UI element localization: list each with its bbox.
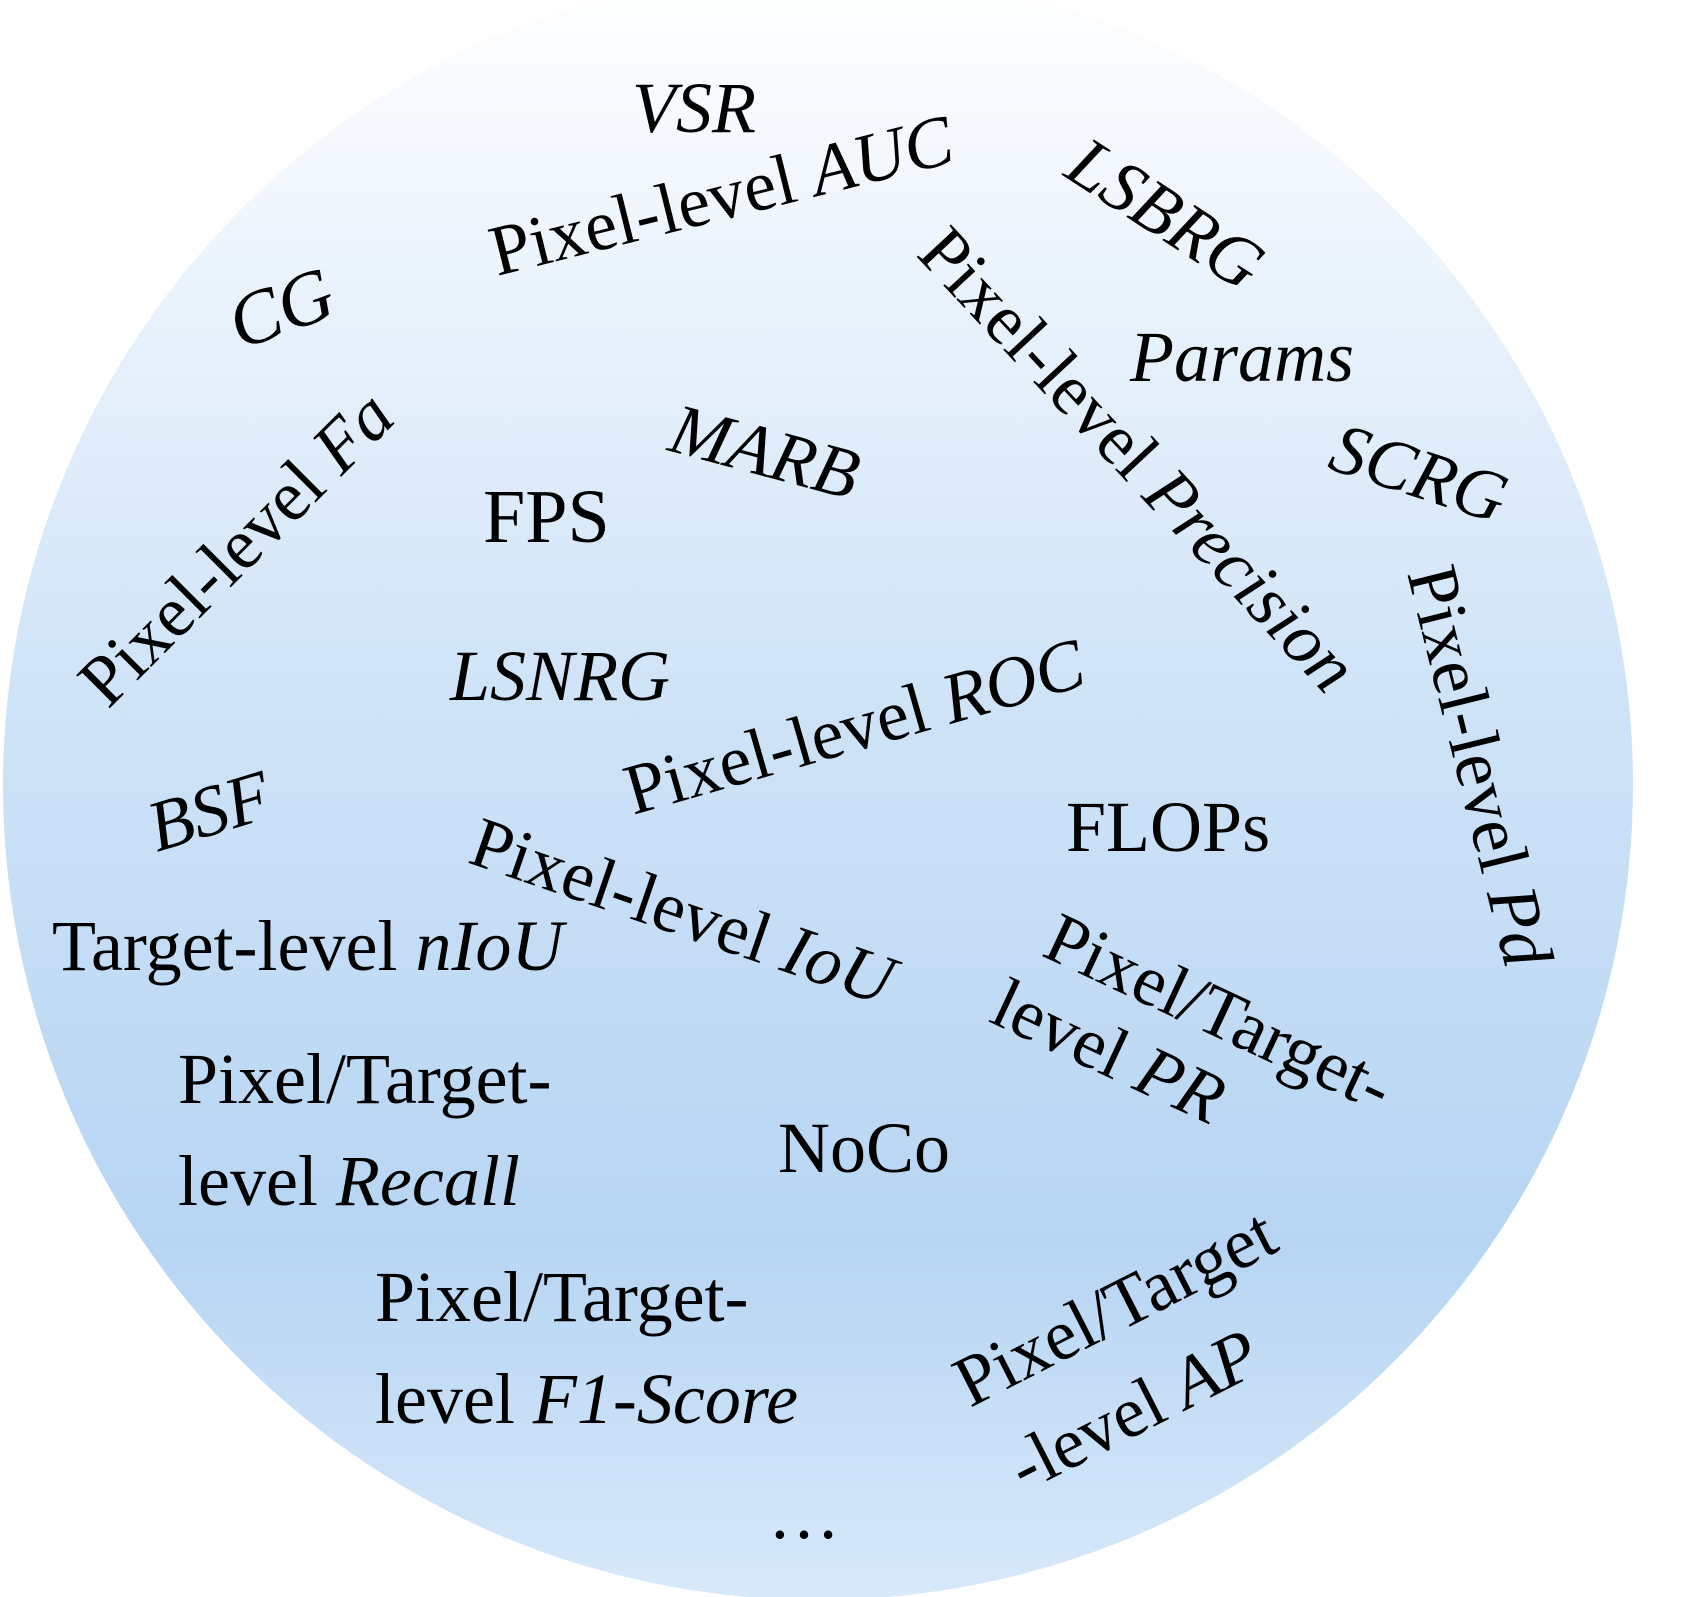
term-params: Params	[1129, 317, 1354, 397]
term-metric: nIoU	[415, 906, 567, 986]
term-f1-line-1: Pixel/Target-	[375, 1257, 749, 1337]
background-circle	[3, 0, 1633, 1597]
term-lsnrg: LSNRG	[449, 636, 670, 716]
term-ellipsis: …	[768, 1474, 840, 1554]
term-prefix: level	[375, 1359, 533, 1439]
term-noco: NoCo	[778, 1108, 950, 1188]
term-recall-line-1: Pixel/Target-	[178, 1039, 552, 1119]
term-prefix: level	[178, 1141, 336, 1221]
term-vsr: VSR	[632, 68, 756, 148]
term-prefix: Target-level	[52, 906, 415, 986]
term-target-level-niou: Target-level nIoU	[52, 906, 567, 986]
term-metric: Pd	[1471, 877, 1568, 976]
term-flops: FLOPs	[1066, 787, 1270, 867]
term-metric: F1-Score	[532, 1359, 798, 1439]
term-f1-line-2: level F1-Score	[375, 1359, 798, 1439]
term-fps: FPS	[483, 475, 610, 559]
term-metric: Recall	[335, 1141, 520, 1221]
term-recall-line-2: level Recall	[178, 1141, 520, 1221]
